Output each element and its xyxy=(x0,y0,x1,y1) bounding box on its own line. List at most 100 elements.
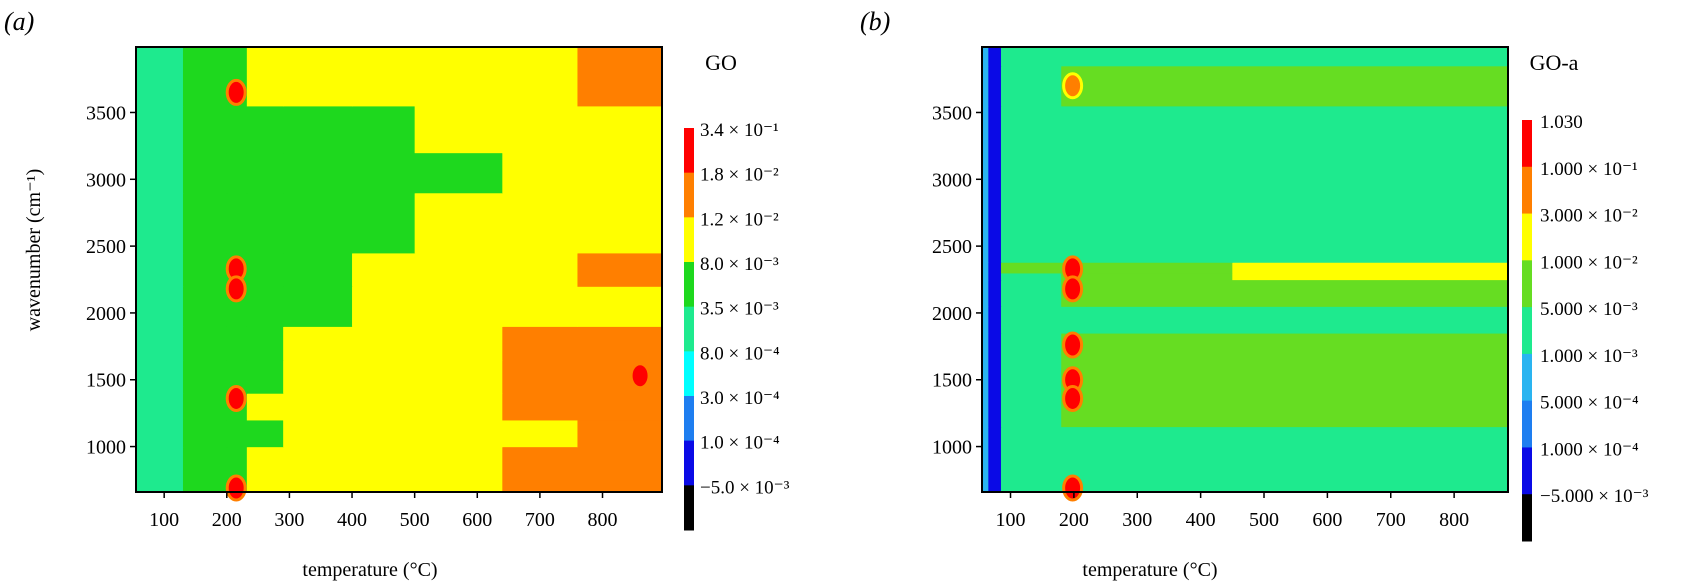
panel-b-colorbar-swatch xyxy=(1522,353,1532,402)
panel-a-cell xyxy=(182,446,228,493)
panel-a-colorbar-label: 1.2 × 10⁻² xyxy=(700,209,779,230)
panel-b-heatmap xyxy=(981,46,1509,502)
panel-a-cell xyxy=(226,192,248,254)
panel-a-cell xyxy=(136,286,184,327)
panel-a-cell xyxy=(577,393,663,421)
panel-a-x-tick-label: 400 xyxy=(337,509,367,531)
panel-a-x-tick-label: 200 xyxy=(212,509,242,531)
panel-a-cell xyxy=(352,192,416,254)
panel-b: (b) temperature (°C) GO-a 100 200 300 400 50… xyxy=(860,7,1649,581)
panel-a-cell xyxy=(182,359,228,394)
panel-a-cell xyxy=(182,393,228,421)
panel-b-cell xyxy=(1001,306,1062,334)
panel-a-cell xyxy=(502,47,579,107)
panel-a-cell xyxy=(246,152,284,194)
panel-b-label: (b) xyxy=(860,7,890,36)
panel-a-cell xyxy=(182,286,228,327)
panel-a-ylabel: wavenumber (cm⁻¹) xyxy=(23,169,45,332)
panel-a-cell xyxy=(136,359,184,394)
panel-a-cell xyxy=(502,446,579,493)
panel-a-cell xyxy=(136,252,184,287)
panel-a-cell xyxy=(502,252,579,287)
panel-a-colorbar-label: 3.4 × 10⁻¹ xyxy=(700,120,779,141)
panel-a-cell xyxy=(283,393,353,421)
panel-a-x-tick-label: 600 xyxy=(462,509,492,531)
panel-b-cell xyxy=(1001,426,1062,493)
panel-b-colorbar-label: 5.000 × 10⁻⁴ xyxy=(1540,393,1639,414)
panel-b-cell xyxy=(982,262,989,274)
panel-b-cell xyxy=(982,426,989,493)
panel-b-y-tick-label: 1000 xyxy=(932,437,972,459)
panel-a-cell xyxy=(182,47,228,107)
panel-b-plot-frame xyxy=(981,46,1509,493)
panel-a-colorbar-label: −5.0 × 10⁻³ xyxy=(700,477,790,498)
panel-b-hotspot xyxy=(1062,72,1084,100)
panel-a-hotspot xyxy=(225,275,247,303)
panel-b-x-tick-label: 300 xyxy=(1122,509,1152,531)
panel-b-colorbar-title: GO-a xyxy=(1530,50,1579,75)
panel-b-cell xyxy=(1232,426,1509,493)
panel-a-cell xyxy=(283,47,353,107)
panel-b-cell xyxy=(982,306,989,334)
panel-b-colorbar-swatch xyxy=(1522,260,1532,308)
panel-a-colorbar-label: 8.0 × 10⁻⁴ xyxy=(700,343,780,364)
panel-a-cell xyxy=(577,419,663,448)
panel-a-cell xyxy=(352,419,416,448)
panel-a-cell xyxy=(246,393,284,421)
panel-b-cell xyxy=(1001,65,1062,107)
panel-b-y-tick-label: 1500 xyxy=(932,370,972,392)
panel-a-cell xyxy=(136,192,184,254)
panel-a-cell xyxy=(414,105,503,154)
panel-b-cell xyxy=(982,272,989,281)
panel-b-cell xyxy=(988,426,1002,493)
panel-b-colorbar: 1.030 1.000 × 10⁻¹ 3.000 × 10⁻² 1.000 × 10⁻… xyxy=(1522,112,1649,542)
panel-b-cell xyxy=(982,105,989,263)
panel-b-x-tick-label: 800 xyxy=(1439,509,1469,531)
panel-b-cell xyxy=(1086,332,1233,428)
panel-a-colorbar-swatch xyxy=(684,217,694,263)
panel-a-xlabel: temperature (°C) xyxy=(302,559,437,581)
panel-a-colorbar-swatch xyxy=(684,396,694,442)
panel-b-colorbar-swatch xyxy=(1522,307,1532,355)
panel-a-cell xyxy=(502,192,579,254)
panel-b-cell xyxy=(1232,105,1509,263)
panel-a-cell xyxy=(577,152,663,194)
panel-a-cell xyxy=(136,105,184,154)
panel-b-hotspot xyxy=(1062,275,1084,303)
panel-a-hotspot xyxy=(225,474,247,502)
panel-b-hotspot xyxy=(1062,474,1084,502)
panel-b-x-tick-label: 500 xyxy=(1249,509,1279,531)
panel-b-colorbar-swatch xyxy=(1522,447,1532,495)
panel-a-cell xyxy=(352,252,416,287)
panel-b-colorbar-label: 3.000 × 10⁻² xyxy=(1540,206,1638,227)
panel-b-cell xyxy=(1001,272,1062,281)
panel-a-cell xyxy=(577,105,663,154)
panel-a-y-axis: 1000 1500 2000 2500 3000 3500 xyxy=(86,102,136,459)
panel-a-cell xyxy=(414,326,503,361)
panel-a-cell xyxy=(246,192,284,254)
panel-b-colorbar-label: 1.000 × 10⁻⁴ xyxy=(1540,439,1639,460)
panel-b-colorbar-swatch xyxy=(1522,494,1532,542)
panel-b-cell xyxy=(1232,262,1509,274)
panel-a-hotspot xyxy=(629,362,651,390)
panel-b-cell xyxy=(982,279,989,307)
panel-a-hotspot xyxy=(225,78,247,106)
panel-b-y-tick-label: 3000 xyxy=(932,169,972,191)
panel-a-cell xyxy=(577,326,663,361)
panel-b-cell xyxy=(988,272,1002,281)
panel-a-cell xyxy=(136,326,184,361)
panel-a-x-tick-label: 800 xyxy=(588,509,618,531)
panel-a-cell xyxy=(246,359,284,394)
panel-b-x-tick-label: 100 xyxy=(996,509,1026,531)
panel-a-cell xyxy=(283,326,353,361)
panel-b-x-axis: 100 200 300 400 500 600 700 800 xyxy=(996,492,1469,531)
panel-a-cell xyxy=(136,393,184,421)
panel-a-cell xyxy=(182,252,228,287)
panel-b-colorbar-swatch xyxy=(1522,400,1532,448)
panel-a-cell xyxy=(577,47,663,107)
panel-a-cell xyxy=(414,152,503,194)
panel-b-cell xyxy=(1086,262,1233,274)
panel-a-cell xyxy=(182,192,228,254)
panel-a: (a) wavenumber (cm⁻¹) temperature (°C) G… xyxy=(4,7,790,581)
panel-a-cell xyxy=(577,446,663,493)
